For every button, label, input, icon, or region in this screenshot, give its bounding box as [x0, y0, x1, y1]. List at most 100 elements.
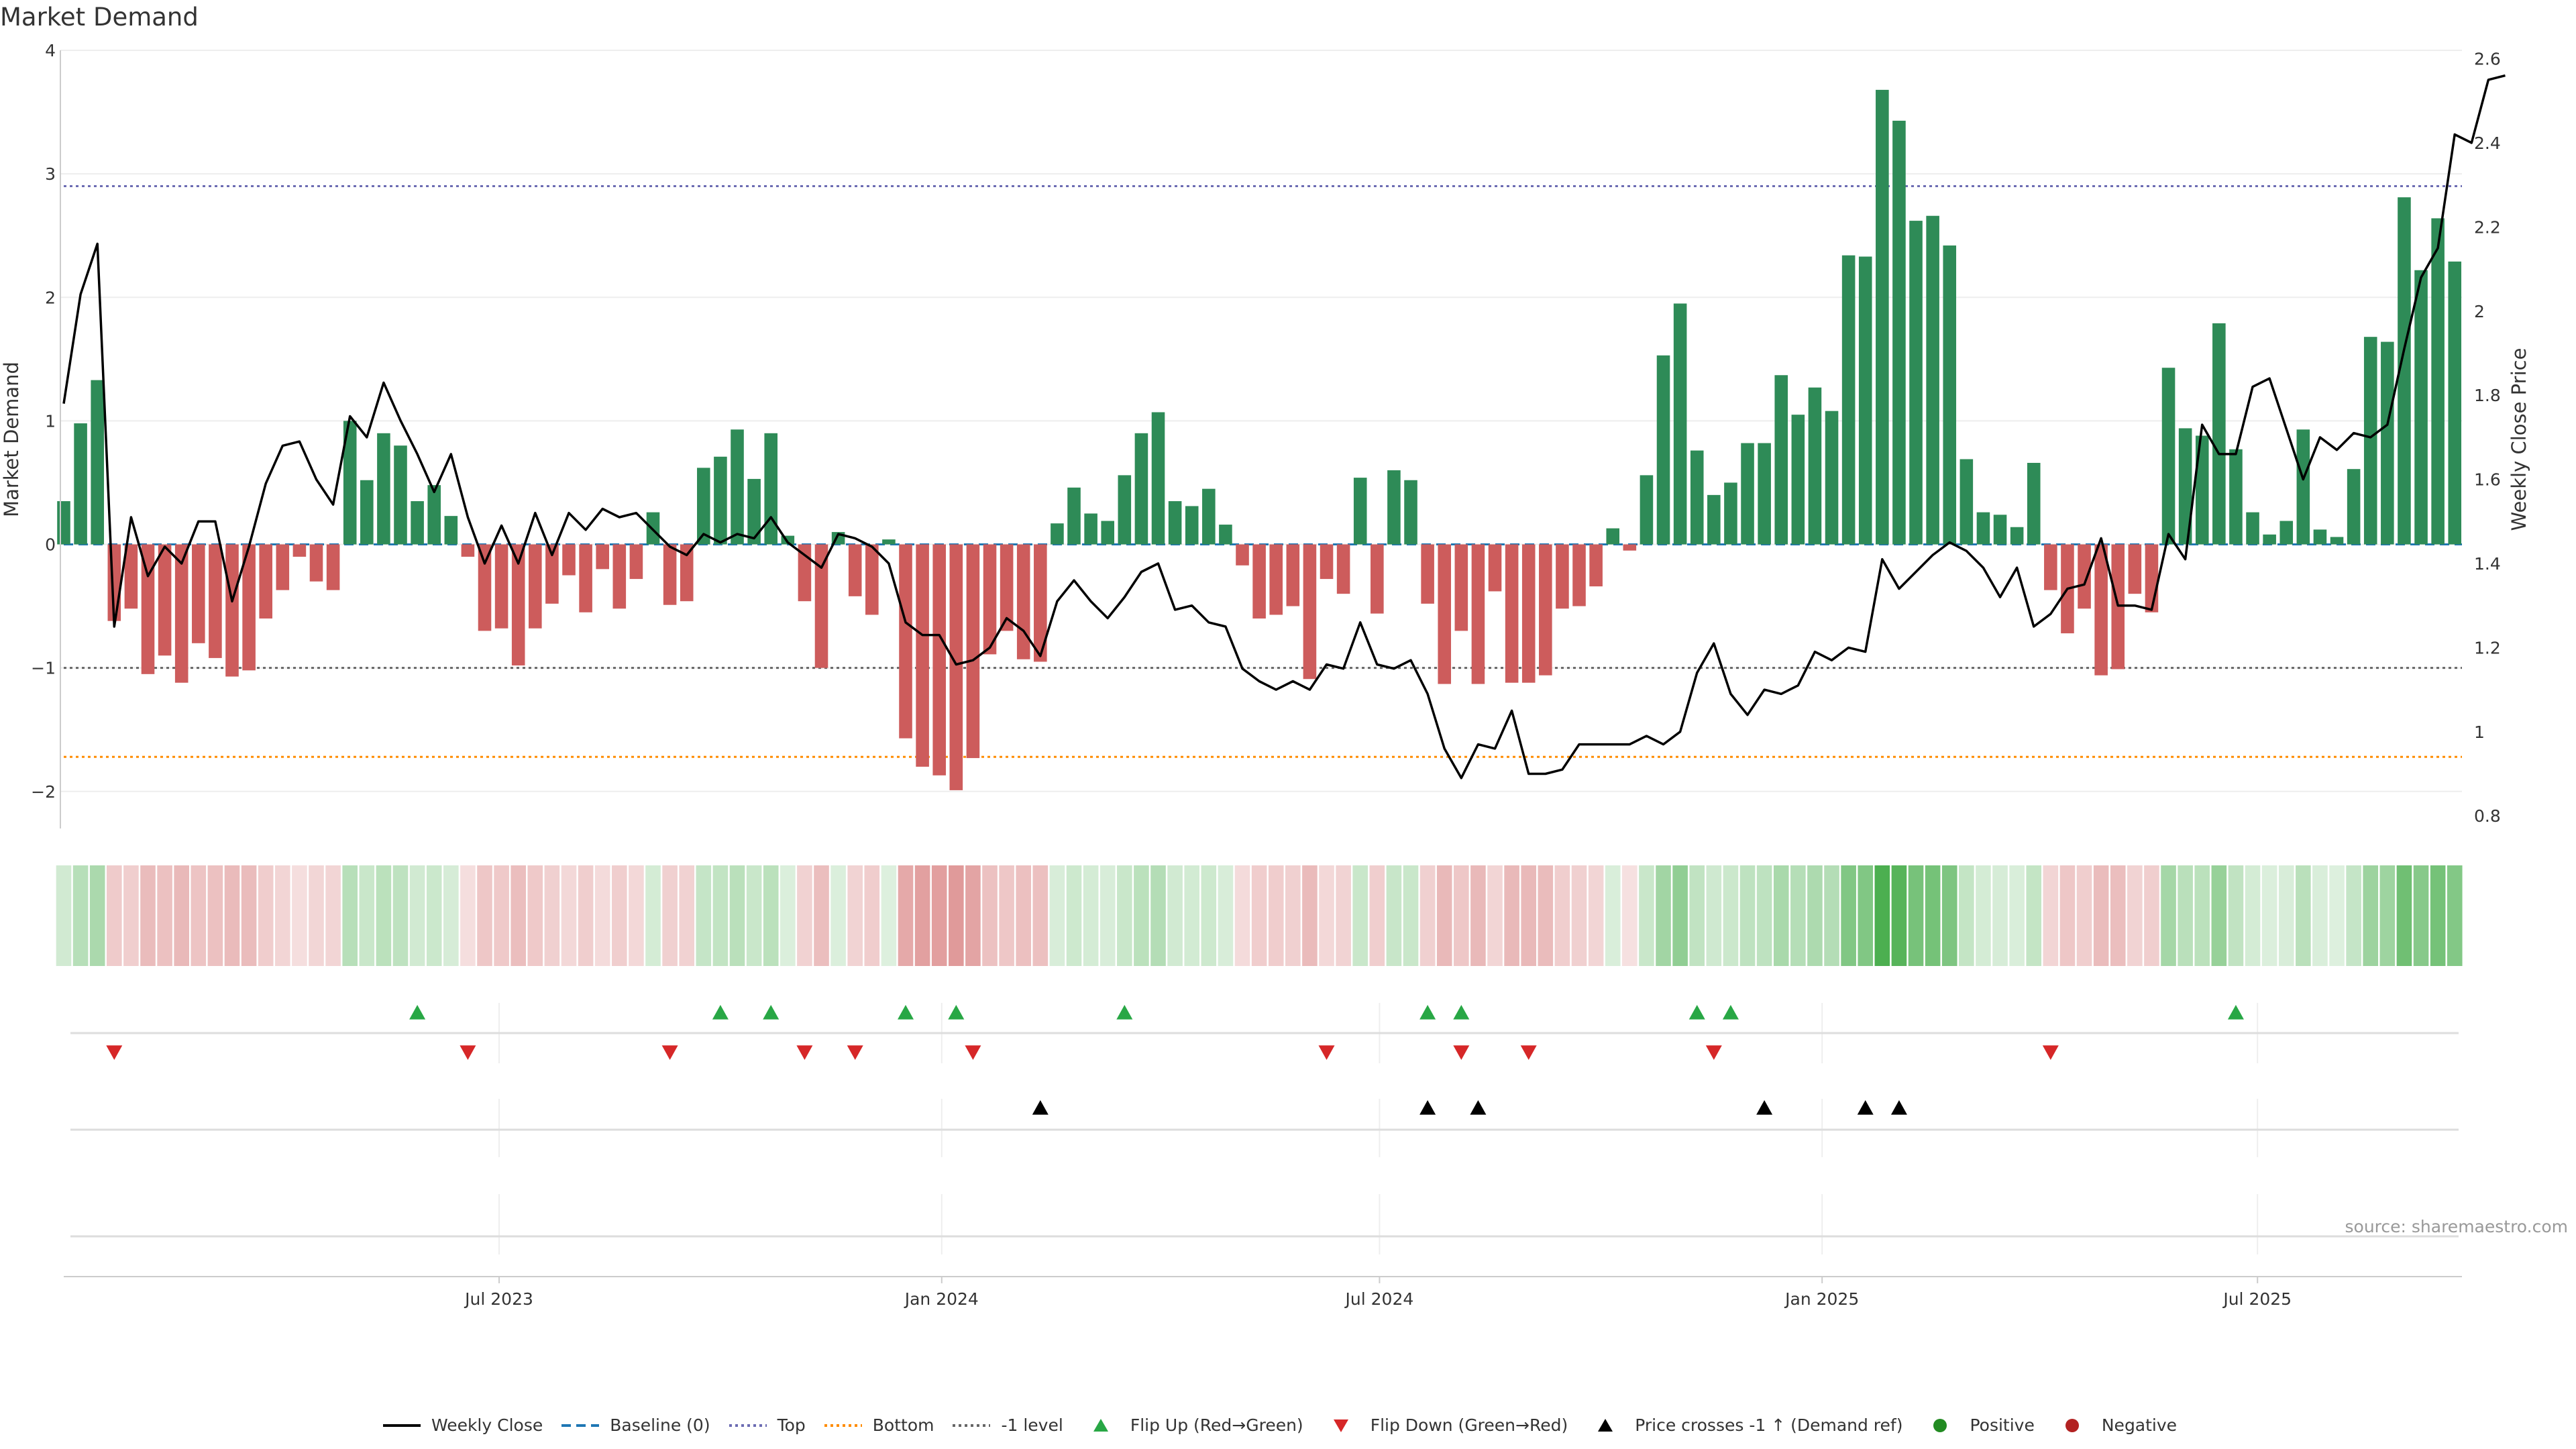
demand-bar — [1185, 506, 1199, 545]
legend-triangle-up-icon — [1585, 1417, 1625, 1434]
chart-title: Market Demand — [0, 3, 199, 32]
y2-tick-label: 2.2 — [2474, 217, 2501, 237]
demand-bar — [427, 485, 441, 545]
heat-strip-cell — [914, 865, 930, 966]
demand-bar — [1589, 544, 1603, 587]
heat-strip-cell — [2076, 865, 2092, 966]
legend-item: Weekly Close — [382, 1415, 543, 1435]
demand-bar — [2010, 527, 2024, 545]
demand-bar — [1841, 255, 1856, 545]
legend-item: Flip Down (Green→Red) — [1321, 1415, 1568, 1435]
demand-bar — [899, 544, 912, 739]
demand-bar — [309, 544, 323, 582]
y-axis-label: Market Demand — [0, 362, 23, 517]
demand-bar — [1774, 375, 1788, 545]
heat-strip-cell — [931, 865, 947, 966]
heat-strip-cell — [645, 865, 661, 966]
heat-strip-cell — [325, 865, 341, 966]
demand-bar — [74, 423, 87, 545]
heat-strip-cell — [1824, 865, 1839, 966]
heat-strip-cell — [1908, 865, 1924, 966]
demand-bar — [2178, 428, 2192, 545]
demand-bar — [865, 544, 879, 615]
heat-strip-cell — [1941, 865, 1957, 966]
legend-label: Flip Down (Green→Red) — [1370, 1415, 1568, 1435]
demand-bar — [1640, 475, 1654, 545]
demand-bar — [1454, 544, 1468, 631]
demand-bar — [1084, 513, 1097, 545]
heat-strip-cell — [2026, 865, 2042, 966]
heat-strip-cell — [1992, 865, 2008, 966]
heat-strip-cell — [123, 865, 139, 966]
demand-bar — [2111, 544, 2125, 669]
heat-strip-cell — [729, 865, 745, 966]
flip-down-marker — [460, 1045, 476, 1060]
heat-strip-cell — [1251, 865, 1267, 966]
demand-bar — [209, 544, 222, 658]
demand-bar — [1118, 475, 1132, 545]
demand-bar — [714, 456, 727, 545]
heat-strip-cell — [342, 865, 358, 966]
legend-dashed-line-icon — [560, 1417, 600, 1434]
heat-strip-cell — [1302, 865, 1318, 966]
demand-bar — [1943, 245, 1957, 545]
legend-item: Flip Up (Red→Green) — [1081, 1415, 1303, 1435]
price-cross-marker — [1470, 1100, 1487, 1115]
heat-strip-cell — [814, 865, 829, 966]
demand-bar — [1623, 544, 1637, 551]
y-tick-label: −1 — [31, 659, 56, 678]
demand-bar — [1371, 544, 1384, 614]
legend-label: Positive — [1970, 1415, 2035, 1435]
heat-strip-cell — [1184, 865, 1200, 966]
event-markers — [70, 1003, 2459, 1254]
heat-strip-cell — [1419, 865, 1436, 966]
demand-bar — [276, 544, 290, 590]
demand-bar — [2078, 544, 2091, 609]
legend-circle-icon — [2052, 1417, 2092, 1434]
demand-bar — [579, 544, 592, 612]
flip-up-marker — [712, 1005, 729, 1020]
demand-bar — [292, 544, 307, 557]
heat-strip-cell — [2430, 865, 2446, 966]
heat-strip-cell — [1369, 865, 1385, 966]
heat-strip-cell — [1454, 865, 1469, 966]
demand-bar — [2381, 341, 2394, 545]
y-tick-label: −2 — [31, 782, 56, 802]
demand-bar — [629, 544, 643, 580]
demand-bar — [2246, 512, 2259, 545]
x-tick-label: Jan 2024 — [904, 1289, 979, 1309]
heat-strip-cell — [1470, 865, 1486, 966]
heat-strip-cell — [1436, 865, 1452, 966]
legend-item: -1 level — [951, 1415, 1063, 1435]
heat-strip-cell — [1639, 865, 1654, 966]
demand-bar — [1286, 544, 1300, 606]
demand-bar — [1067, 487, 1081, 545]
heat-strip-cell — [1706, 865, 1722, 966]
heat-strip-cell — [1066, 865, 1082, 966]
demand-bar — [747, 478, 761, 545]
heat-strip-cell — [594, 865, 610, 966]
flip-up-marker — [409, 1005, 426, 1020]
heat-strip-cell — [1756, 865, 1772, 966]
demand-bar — [1252, 544, 1266, 619]
flip-up-marker — [1722, 1005, 1739, 1020]
demand-bar — [848, 544, 862, 596]
demand-bar — [1993, 515, 2007, 545]
heat-strip-cell — [612, 865, 627, 966]
heat-strip-cell — [898, 865, 914, 966]
legend-triangle-up-icon — [1081, 1417, 1121, 1434]
heat-strip-cell — [191, 865, 207, 966]
heat-strip-cell — [511, 865, 527, 966]
flip-down-marker — [847, 1045, 863, 1060]
heat-strip-cell — [2396, 865, 2412, 966]
demand-bar — [983, 544, 997, 655]
heat-strip-cell — [1656, 865, 1671, 966]
flip-up-marker — [1688, 1005, 1705, 1020]
heat-strip-cell — [426, 865, 442, 966]
demand-bar — [1539, 544, 1552, 676]
demand-bar — [478, 544, 492, 631]
heat-strip-cell — [409, 865, 425, 966]
demand-bar — [1707, 494, 1721, 545]
heat-strip-cell — [696, 865, 712, 966]
legend-label: Negative — [2101, 1415, 2178, 1435]
